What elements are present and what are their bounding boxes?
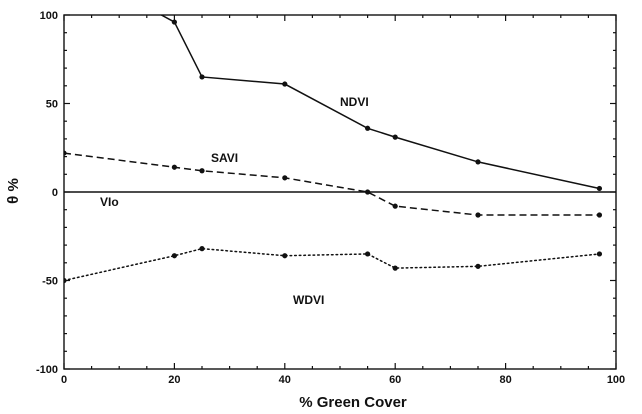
data-point-savi xyxy=(199,168,205,174)
y-tick-label: 100 xyxy=(40,10,58,22)
x-tick-label: 80 xyxy=(499,374,511,386)
series-label-savi: SAVI xyxy=(211,151,238,165)
axes: 0 20 40 60 80 100 -100 -50 0 50 100 xyxy=(36,10,625,386)
data-point-savi xyxy=(171,164,177,170)
series-line-wdvi xyxy=(64,247,601,282)
data-point-wdvi xyxy=(199,246,205,252)
x-tick-label: 40 xyxy=(279,374,291,386)
data-point-wdvi xyxy=(596,251,603,257)
data-point-savi xyxy=(392,203,398,209)
data-point-ndvi xyxy=(171,19,177,25)
data-point-wdvi xyxy=(365,251,371,257)
series-line-ndvi xyxy=(159,15,600,190)
data-point-savi xyxy=(596,212,603,218)
series-savi xyxy=(64,150,603,218)
data-point-savi xyxy=(475,212,481,218)
y-tick-label: -50 xyxy=(42,276,58,288)
data-point-savi xyxy=(282,175,288,181)
data-point-savi xyxy=(365,189,371,195)
x-tick-label: 60 xyxy=(389,374,401,386)
x-tick-label: 0 xyxy=(61,374,67,386)
data-point-wdvi xyxy=(392,265,398,271)
series-wdvi xyxy=(64,246,603,284)
data-point-wdvi xyxy=(282,253,288,259)
data-point-wdvi xyxy=(64,277,67,284)
x-tick-label: 20 xyxy=(168,374,180,386)
labels: % Green Cover θ % VIo NDVI SAVI WDVI xyxy=(5,95,407,411)
data-point-ndvi xyxy=(596,185,603,192)
y-tick-label: -100 xyxy=(36,364,58,376)
series-ndvi xyxy=(159,15,603,192)
zero-line-label: VIo xyxy=(100,195,119,209)
series-line-savi xyxy=(64,152,600,216)
data-point-ndvi xyxy=(282,81,288,87)
data-point-savi xyxy=(64,150,67,156)
data-point-ndvi xyxy=(475,159,481,165)
y-axis-title: θ % xyxy=(5,178,22,204)
data-point-ndvi xyxy=(365,125,371,131)
data-point-wdvi xyxy=(475,263,481,269)
series-layer xyxy=(64,15,603,284)
series-label-ndvi: NDVI xyxy=(340,95,369,109)
y-tick-label: 0 xyxy=(52,187,58,199)
data-point-ndvi xyxy=(392,134,398,140)
series-label-wdvi: WDVI xyxy=(293,293,324,307)
data-point-wdvi xyxy=(171,253,177,259)
x-tick-label: 100 xyxy=(607,374,625,386)
x-axis-title: % Green Cover xyxy=(299,394,407,411)
y-tick-label: 50 xyxy=(46,99,58,111)
data-point-ndvi xyxy=(199,74,205,80)
